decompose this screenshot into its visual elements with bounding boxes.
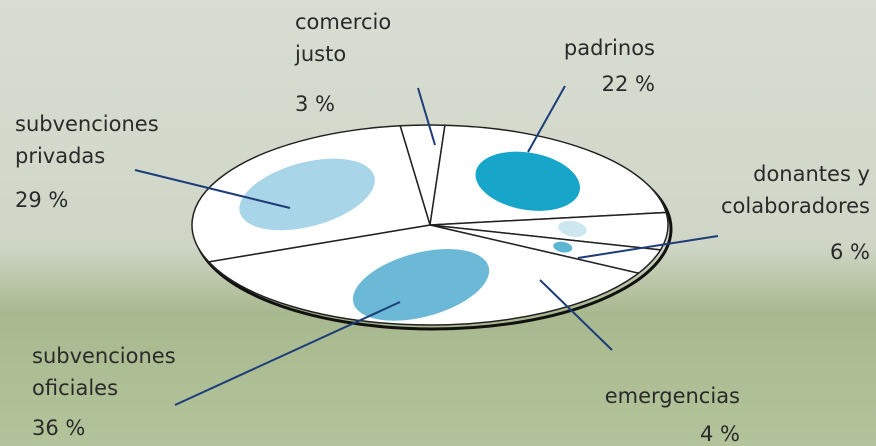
category-label: emergencias	[540, 380, 740, 412]
value-label: 3 %	[295, 88, 405, 120]
value-label: 6 %	[666, 236, 870, 268]
value-label: 22 %	[455, 68, 655, 100]
category-label: subvenciones oficiales	[32, 340, 252, 404]
value-label: 36 %	[32, 412, 252, 444]
chart: comercio justo 3 % padrinos 22 % donantes y …	[0, 0, 876, 446]
value-label: 29 %	[15, 184, 235, 216]
category-label: subvenciones privadas	[15, 108, 235, 172]
category-label: comercio justo	[295, 6, 405, 70]
category-label: padrinos	[455, 32, 655, 64]
category-label: donantes y colaboradores	[666, 158, 870, 222]
value-label: 4 %	[540, 418, 740, 446]
